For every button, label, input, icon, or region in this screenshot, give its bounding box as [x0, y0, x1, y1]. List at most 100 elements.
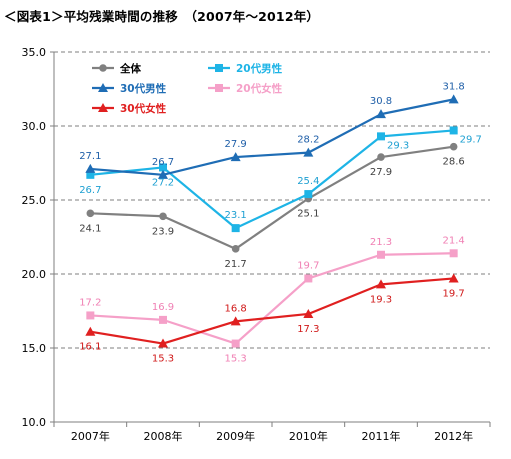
series-3: [85, 94, 459, 179]
data-label: 27.1: [79, 151, 101, 162]
series-line: [90, 129, 454, 230]
data-label: 30.8: [370, 96, 392, 107]
data-label: 26.7: [79, 185, 101, 196]
data-label: 27.9: [370, 167, 392, 178]
data-point: [86, 170, 95, 179]
x-tick-label: 2011年: [362, 429, 401, 443]
x-tick-label: 2009年: [216, 429, 255, 443]
y-tick-label: 25.0: [22, 194, 47, 207]
data-point: [303, 147, 314, 157]
data-point: [86, 311, 95, 320]
chart-title: ＜図表1＞平均残業時間の推移 （2007年～2012年）: [4, 9, 320, 24]
legend-item: 全体: [92, 62, 141, 75]
series-layer: [85, 94, 459, 348]
series-line: [90, 252, 454, 345]
data-point: [376, 109, 386, 119]
legend-swatch-marker: [99, 64, 107, 72]
data-label: 16.8: [225, 303, 247, 314]
legend-item: 20代男性: [208, 62, 283, 75]
legend: 全体 30代男性 30代女性 20代男性 20代女性: [92, 62, 283, 115]
data-label: 28.2: [297, 135, 319, 146]
data-point: [158, 169, 168, 179]
data-point: [231, 224, 240, 233]
data-label: 29.7: [460, 134, 482, 145]
legend-swatch-marker: [98, 83, 108, 92]
legend-swatch-marker: [215, 84, 223, 92]
legend-swatch-marker: [215, 64, 223, 72]
data-label: 17.2: [79, 297, 101, 308]
data-label: 21.7: [225, 259, 247, 270]
data-label: 16.9: [152, 302, 174, 313]
y-tick-label: 30.0: [22, 120, 47, 133]
data-point: [449, 249, 458, 258]
data-point: [377, 153, 385, 161]
legend-label: 30代男性: [120, 82, 167, 95]
data-point: [449, 126, 458, 135]
data-label: 15.3: [225, 354, 247, 365]
data-label: 23.1: [225, 210, 247, 221]
data-point: [304, 190, 313, 199]
data-point: [231, 339, 240, 348]
data-point: [449, 142, 458, 151]
data-point: [159, 315, 167, 324]
x-tick-label: 2008年: [144, 429, 183, 443]
data-point: [303, 308, 314, 318]
data-point: [85, 163, 96, 173]
data-label: 16.1: [79, 342, 101, 353]
x-tick-label: 2007年: [71, 429, 110, 443]
data-label: 29.3: [387, 140, 409, 151]
axis-layer: 10.0 15.0 20.0 25.0 30.0 35.0 2007年 2008年 2009年 2…: [22, 46, 491, 443]
y-tick-label: 10.0: [22, 416, 47, 429]
data-label: 23.9: [152, 226, 174, 237]
legend-label: 20代男性: [236, 62, 283, 75]
legend-item: 30代女性: [92, 102, 167, 115]
data-label: 15.3: [152, 354, 174, 365]
data-label: 31.8: [443, 81, 465, 92]
series-4: [86, 249, 458, 348]
data-point: [159, 163, 167, 172]
series-5: [85, 273, 459, 348]
y-tick-label: 20.0: [22, 268, 47, 281]
data-point: [230, 152, 241, 162]
x-tick-label: 2010年: [289, 429, 328, 443]
series-2: [86, 126, 458, 233]
data-point: [85, 326, 96, 336]
grid-layer: [54, 51, 490, 349]
legend-label: 20代女性: [236, 82, 283, 95]
legend-item: 20代女性: [208, 82, 283, 95]
data-label: 25.1: [297, 209, 319, 220]
data-point: [230, 316, 241, 326]
y-tick-label: 15.0: [22, 342, 47, 355]
data-label: 27.9: [225, 139, 247, 150]
legend-swatch-marker: [98, 103, 108, 112]
x-tick-label: 2012年: [434, 429, 473, 443]
data-label: 19.7: [443, 288, 465, 299]
data-point: [377, 132, 385, 141]
data-label: 21.4: [443, 235, 465, 246]
data-label: 26.7: [152, 157, 174, 168]
data-label: 28.6: [443, 157, 465, 168]
data-point: [448, 273, 459, 283]
legend-label: 全体: [119, 62, 141, 75]
y-tick-label: 35.0: [22, 46, 47, 59]
data-point: [448, 94, 459, 104]
legend-label: 30代女性: [120, 102, 167, 115]
data-label: 19.3: [370, 294, 392, 305]
data-label-layer: 24.1 23.9 21.7 25.1 27.9 28.6 26.7 27.2 23.1 25.4…: [79, 81, 482, 364]
data-point: [376, 279, 386, 289]
data-point: [159, 212, 167, 221]
series-line: [90, 98, 454, 176]
data-point: [86, 209, 95, 218]
data-point: [158, 338, 168, 348]
series-line: [90, 145, 454, 250]
legend-item: 30代男性: [92, 82, 167, 95]
data-point: [304, 274, 313, 283]
data-point: [231, 245, 240, 253]
data-label: 21.3: [370, 237, 392, 248]
data-label: 25.4: [297, 176, 319, 187]
data-label: 24.1: [79, 223, 101, 234]
data-label: 27.2: [152, 177, 174, 188]
data-label: 19.7: [297, 260, 319, 271]
data-label: 17.3: [297, 324, 319, 335]
